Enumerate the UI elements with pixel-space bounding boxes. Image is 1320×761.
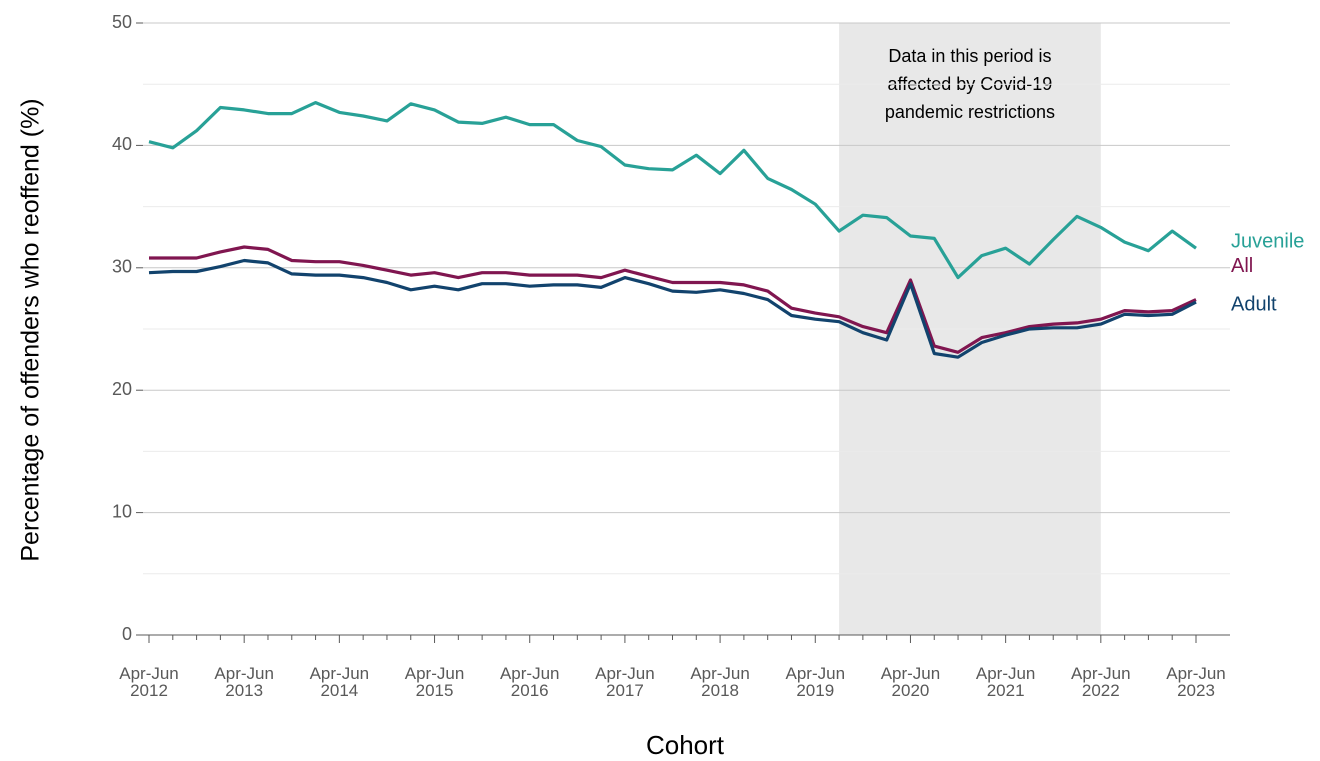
y-tick-label: 0 — [122, 624, 132, 644]
y-tick-label: 30 — [112, 257, 132, 277]
legend-label: Juvenile — [1231, 230, 1304, 252]
x-tick-label: Apr-Jun 2016 — [499, 664, 560, 700]
x-tick-label: Apr-Jun 2012 — [119, 664, 179, 700]
x-tick-label: Apr-Jun 2022 — [1071, 664, 1131, 700]
annotation: Data in this period is — [888, 46, 1051, 66]
series-line — [149, 245, 1197, 354]
x-tick-label: Apr-Jun 2021 — [975, 664, 1036, 700]
x-tick-label: Apr-Jun 2014 — [309, 664, 370, 700]
legend-label: Adult — [1231, 293, 1277, 315]
x-tick-label: Apr-Jun 2018 — [690, 664, 750, 700]
x-tick-label: Apr-Jun 2017 — [595, 664, 655, 700]
y-tick-label: 10 — [112, 501, 132, 521]
annotation: pandemic restrictions — [885, 102, 1055, 122]
series-line — [148, 258, 1197, 359]
series-line — [148, 101, 1197, 280]
x-tick-label: Apr-Jun 2015 — [404, 664, 465, 700]
y-axis-title: Percentage of offenders who reoffend (%) — [17, 98, 45, 561]
x-tick-label: Apr-Jun 2023 — [1166, 664, 1226, 700]
y-tick-label: 20 — [112, 379, 132, 399]
x-tick-label: Apr-Jun 2020 — [880, 664, 941, 700]
y-tick-label: 40 — [112, 134, 132, 154]
y-tick-label: 50 — [112, 12, 132, 32]
legend-label: All — [1231, 255, 1253, 277]
x-tick-label: Apr-Jun 2013 — [214, 664, 274, 700]
x-tick-label: Apr-Jun 2019 — [785, 664, 846, 700]
x-axis-title: Cohort — [646, 730, 725, 760]
